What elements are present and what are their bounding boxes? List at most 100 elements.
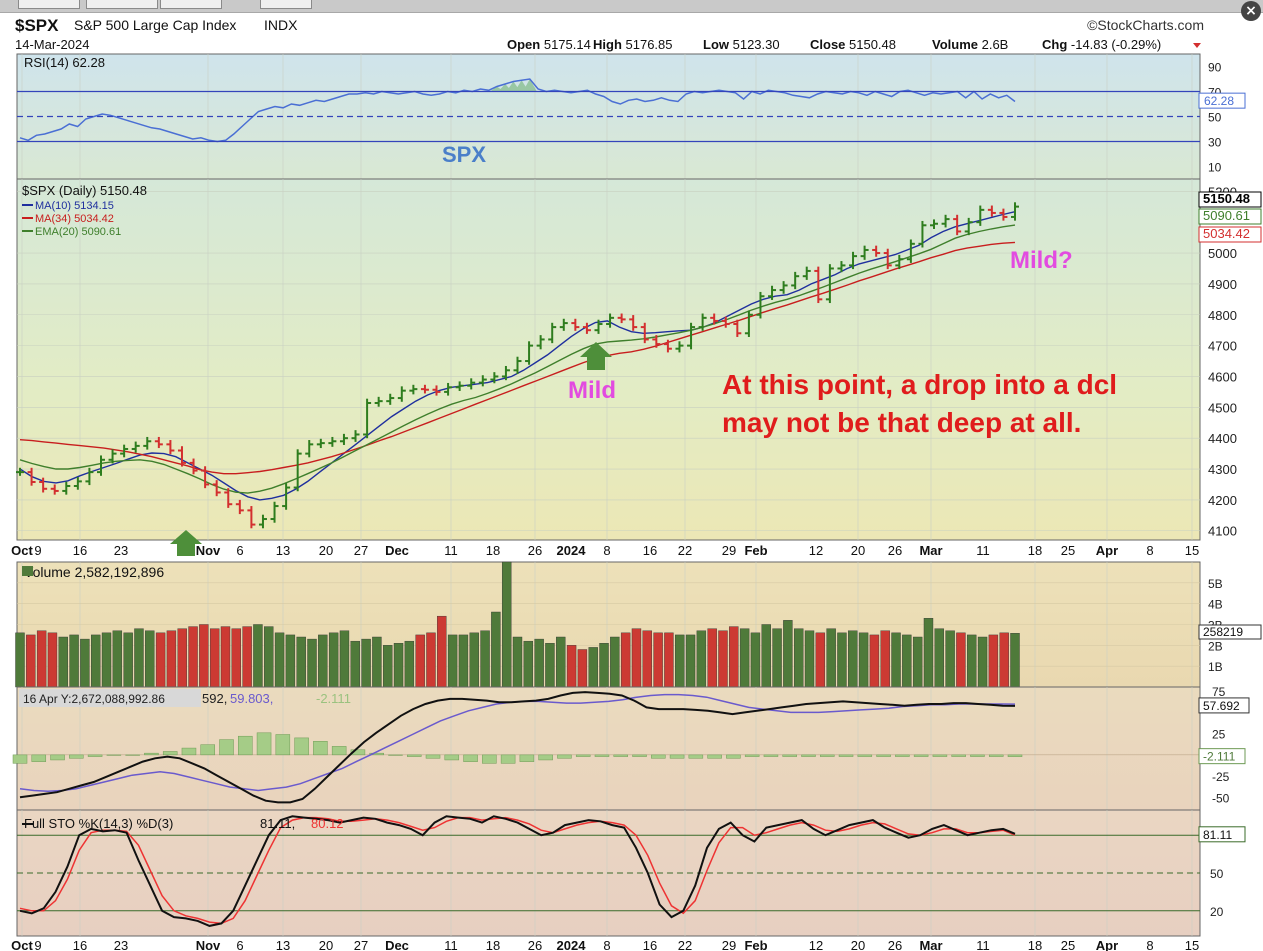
- volume-bar: [1010, 633, 1020, 688]
- ohlc-bar: [409, 384, 418, 395]
- volume-y-tick: 4B: [1208, 598, 1223, 612]
- volume-bar: [772, 628, 782, 688]
- volume-bar: [556, 636, 566, 688]
- stochastic-d-line: [19, 816, 1016, 925]
- price-ma-line: [19, 241, 1016, 475]
- volume-icon: [22, 566, 33, 576]
- macd-histogram-bar: [895, 754, 910, 757]
- volume-bar: [209, 628, 220, 688]
- ohlc-bar: [513, 356, 522, 375]
- volume-bar: [36, 630, 47, 688]
- price-panel: 5200500049004800470046004500440043004200…: [16, 178, 1262, 556]
- ohlc-bar: [247, 506, 256, 529]
- volume-bar: [599, 643, 609, 688]
- ohlc-bar: [189, 458, 198, 475]
- macd-legend-value: 592,: [202, 691, 227, 706]
- volume-y-tick: 5B: [1208, 577, 1223, 591]
- ohlc-bar: [860, 245, 869, 260]
- date-tick: 20: [319, 938, 333, 951]
- ohlc-bar: [744, 310, 753, 337]
- date-tick: 26: [888, 543, 902, 558]
- ohlc-bar: [432, 385, 441, 396]
- macd-histogram-bar: [388, 754, 403, 756]
- volume-bar: [793, 628, 804, 688]
- volume-bar: [707, 628, 717, 688]
- exchange: INDX: [264, 17, 298, 33]
- date-tick: 29: [722, 543, 736, 558]
- macd-histogram-bar: [669, 754, 685, 759]
- window-top-bar: [0, 0, 1263, 13]
- toolbar-tab[interactable]: [18, 0, 80, 9]
- date-tick: 12: [809, 938, 823, 951]
- ohlc-bar: [282, 483, 291, 510]
- date-tick: Oct: [11, 938, 33, 951]
- ohlc-bar: [397, 386, 406, 402]
- price-y-tick: 5000: [1208, 246, 1237, 261]
- toolbar-tab[interactable]: [86, 0, 158, 9]
- date-tick: 18: [1028, 938, 1042, 951]
- stochastic-y-tick: 20: [1210, 905, 1224, 919]
- volume-bar: [166, 630, 177, 688]
- toolbar-tab[interactable]: [160, 0, 222, 9]
- ohlc-bar: Open 5175.14 High 5176.85 Low 5123.30 Close…: [507, 37, 1201, 52]
- macd-histogram-bar: [463, 754, 478, 762]
- macd-hist-current-label: -2.111: [1203, 750, 1236, 764]
- volume-bar: [577, 649, 588, 688]
- volume-bar: [415, 634, 425, 688]
- rsi-y-tick: 30: [1208, 136, 1222, 150]
- ohlc-bar: [964, 217, 973, 236]
- ohlc-bar: [594, 319, 603, 334]
- date-tick: 27: [354, 543, 368, 558]
- stochastic-legend: Full STO %K(14,3) %D(3): [24, 816, 173, 831]
- macd-histogram-bar: [970, 754, 985, 757]
- volume-y-tick: 2B: [1208, 639, 1223, 653]
- ohlc-bar: [837, 261, 846, 273]
- date-tick: 2024: [557, 938, 587, 951]
- volume-bar: [826, 628, 836, 688]
- close-icon[interactable]: ×: [1241, 1, 1261, 21]
- annotation-text: may not be that deep at all.: [722, 407, 1081, 438]
- volume-bar: [848, 630, 858, 688]
- toolbar-tab[interactable]: [260, 0, 312, 9]
- chart-date: 14-Mar-2024: [15, 37, 89, 52]
- date-tick: 8: [603, 543, 610, 558]
- macd-panel: 16 Apr Y:2,672,088,992.86 592, 59.803, -…: [12, 685, 1250, 811]
- macd-histogram-bar: [575, 754, 591, 757]
- volume-bar: [512, 636, 523, 688]
- date-tick: 11: [976, 543, 990, 558]
- ohlc-bar: [224, 488, 233, 508]
- volume-bar: [750, 632, 761, 688]
- ohlc-bar: [953, 214, 962, 236]
- volume-bar: [91, 634, 101, 688]
- ohlc-bar: [351, 430, 360, 442]
- macd-histogram-bar: [12, 754, 28, 764]
- date-tick: 20: [851, 543, 865, 558]
- price-y-tick: 4800: [1208, 308, 1237, 323]
- date-tick: Apr: [1096, 543, 1118, 558]
- date-tick: Dec: [385, 938, 409, 951]
- cursor-readout-box: [19, 689, 201, 707]
- date-tick: 9: [34, 938, 41, 951]
- volume-bar: [815, 632, 826, 688]
- macd-histogram-bar: [425, 754, 441, 759]
- volume-bar: [145, 630, 155, 688]
- date-tick: 26: [888, 938, 902, 951]
- macd-histogram-bar: [162, 751, 178, 756]
- ohlc-open: Open 5175.14: [507, 37, 591, 52]
- price-ma-line: [19, 224, 1016, 494]
- ohlc-bar: [987, 205, 996, 217]
- price-legend-series: MA(10) 5134.15: [35, 200, 114, 212]
- date-tick: Nov: [196, 938, 221, 951]
- ohlc-bar: [1011, 202, 1019, 221]
- annotation-text: At this point, a drop into a dcl: [722, 369, 1117, 400]
- volume-bar: [404, 640, 415, 688]
- date-tick: 26: [528, 938, 542, 951]
- macd-histogram-bar: [782, 754, 797, 757]
- ohlc-bar: [640, 322, 649, 344]
- volume-bar: [837, 632, 847, 688]
- up-arrow-icon: [170, 530, 202, 556]
- volume-current-badge: [1198, 624, 1262, 640]
- macd-histogram-bar: [538, 754, 553, 761]
- volume-bar: [383, 645, 393, 688]
